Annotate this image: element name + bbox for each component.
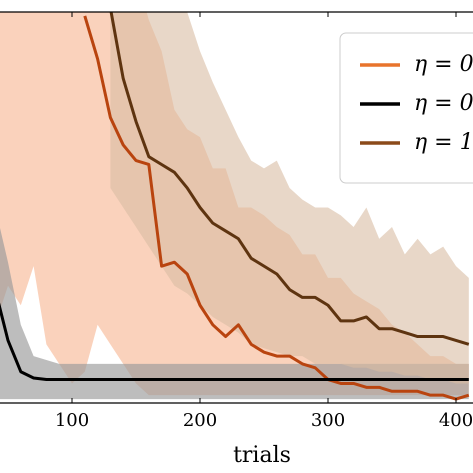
x-tick-label: 400: [439, 410, 473, 431]
legend: η = 0 η = 0 η = 1: [339, 32, 473, 184]
plot-area: [0, 12, 470, 401]
series-line: [109, 12, 470, 346]
confidence-band: [110, 12, 469, 384]
legend-box: [339, 32, 473, 184]
axes: 100 200 300 400: [0, 11, 473, 431]
x-tick-label: 200: [183, 410, 217, 431]
legend-label: η = 0: [414, 91, 473, 116]
series-line: [0, 302, 469, 382]
confidence-band: [0, 228, 469, 400]
series-line: [83, 15, 470, 401]
legend-label: η = 1: [414, 130, 473, 155]
x-axis-label: trials: [233, 443, 291, 468]
x-tick-label: 100: [55, 410, 89, 431]
x-tick-label: 300: [311, 410, 345, 431]
legend-label: η = 0: [414, 52, 473, 77]
